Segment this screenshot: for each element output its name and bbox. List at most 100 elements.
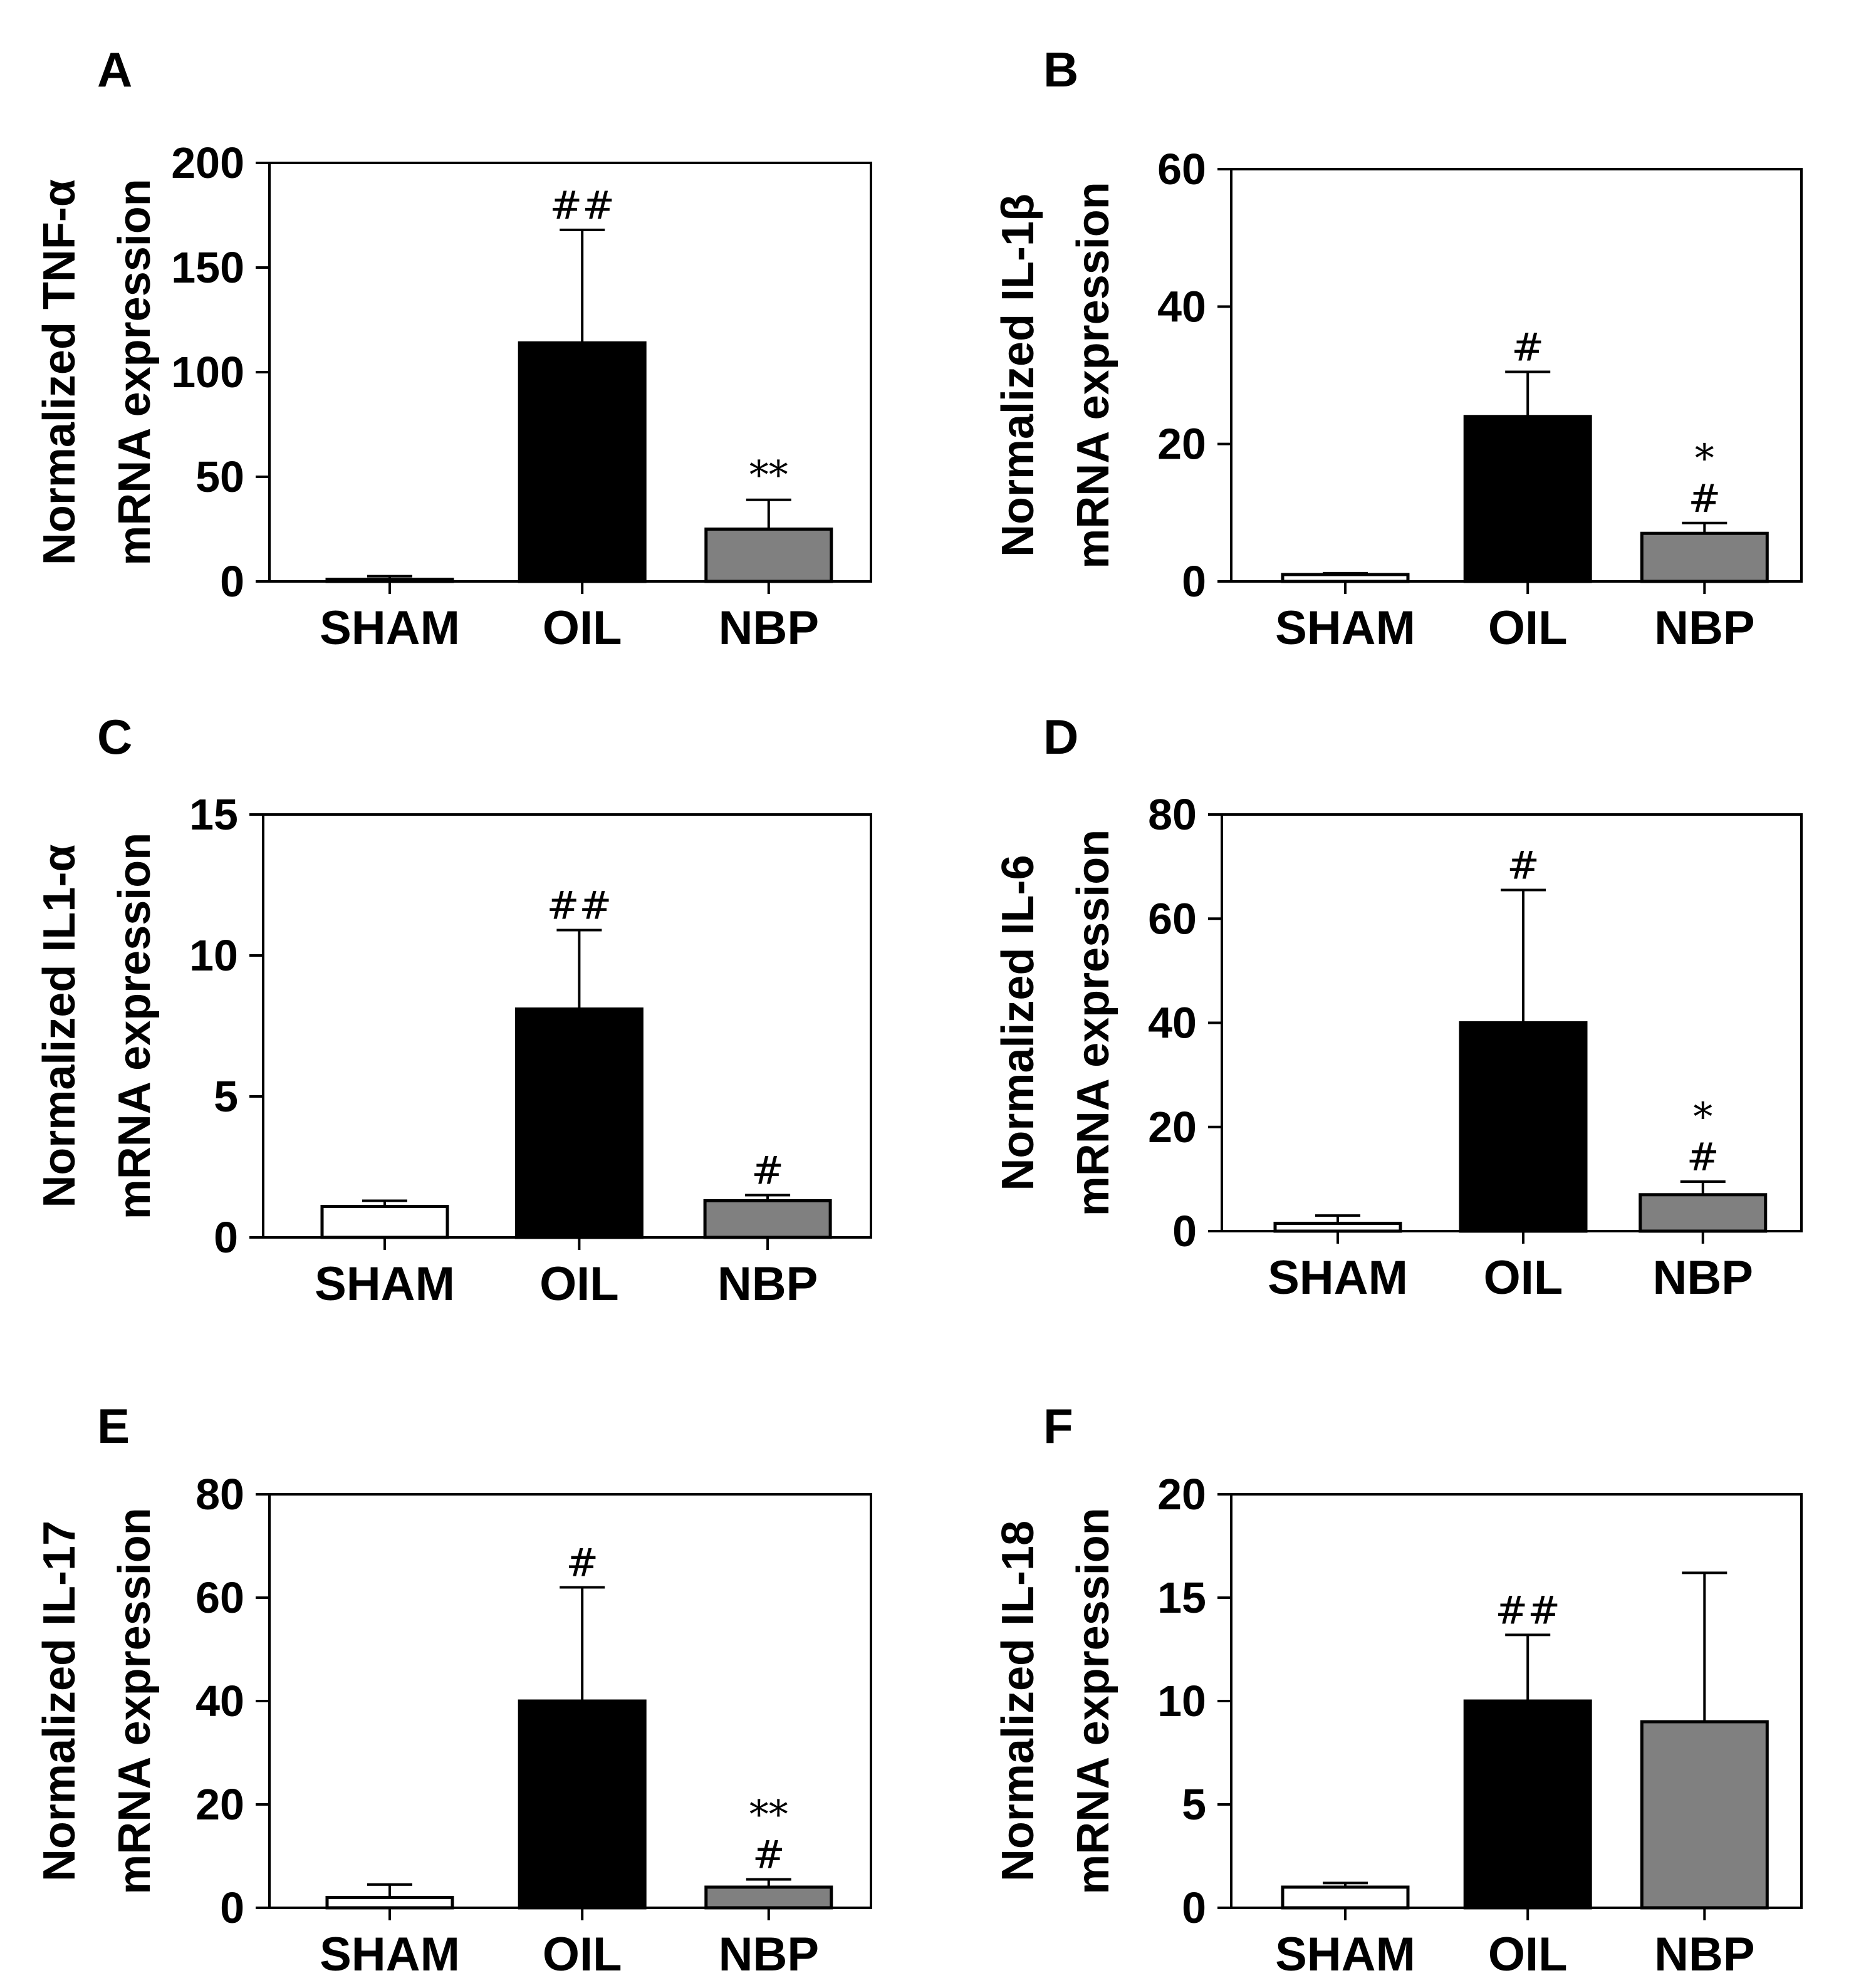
significance-marker: * <box>1695 435 1714 481</box>
y-tick-label: 40 <box>1157 282 1206 331</box>
significance-marker: # <box>566 1540 598 1586</box>
bar-nbp <box>1639 1193 1768 1233</box>
panel-letter: E <box>97 1398 130 1454</box>
y-tick-label: 20 <box>1157 1470 1206 1519</box>
y-tick-label: 10 <box>189 931 238 980</box>
y-axis-title-line: mRNA expression <box>110 833 160 1220</box>
panel-f: F Normalized IL-18 mRNA expression 0 5 10 15 20… <box>993 1398 1803 1981</box>
panel-e: E Normalized IL-17 mRNA expression 0 20 40 60 8… <box>34 1398 872 1981</box>
y-tick-label: 15 <box>1157 1573 1206 1622</box>
bar-oil <box>514 1007 644 1239</box>
x-category-label: NBP <box>1653 1251 1753 1304</box>
significance-marker: ## <box>550 182 615 228</box>
panel-letter: C <box>97 709 132 764</box>
significance-marker: # <box>1511 325 1544 370</box>
x-category-label: NBP <box>1654 601 1754 655</box>
bar-sham <box>1281 573 1410 583</box>
y-tick-label: 60 <box>1148 894 1197 943</box>
bar-oil <box>518 341 647 583</box>
panel-letter: B <box>1043 42 1078 97</box>
significance-marker: # <box>1507 843 1540 888</box>
y-tick-label: 5 <box>214 1072 238 1121</box>
x-category-label: NBP <box>719 601 819 655</box>
significance-marker: # <box>751 1148 784 1194</box>
x-category-label: OIL <box>543 1928 622 1981</box>
x-category-label: SHAM <box>1268 1251 1408 1304</box>
y-axis-title-line: Normalized IL-17 <box>34 1521 85 1881</box>
panel-a: A Normalized TNF-α mRNA expression 0 50 100 15… <box>34 42 872 655</box>
x-category-label: SHAM <box>1275 601 1415 655</box>
bar-sham <box>1281 1885 1410 1910</box>
y-tick-label: 200 <box>171 138 244 187</box>
y-axis-title-line: mRNA expression <box>1068 1507 1118 1895</box>
x-category-label: NBP <box>717 1257 818 1311</box>
y-axis-title-line: Normalized IL1-α <box>34 844 85 1207</box>
bar-nbp <box>1640 1720 1769 1910</box>
y-tick-label: 0 <box>1182 557 1206 606</box>
y-axis-title-line: Normalized IL-6 <box>993 855 1043 1190</box>
y-axis-title-line: mRNA expression <box>110 179 160 566</box>
panel-b: B Normalized IL-1β mRNA expression 0 20 40 60 S… <box>993 42 1803 655</box>
y-tick-label: 15 <box>189 790 238 839</box>
bar-nbp <box>704 1885 833 1910</box>
significance-marker: ** <box>749 452 788 498</box>
y-axis-title-line: mRNA expression <box>1068 182 1118 569</box>
bar-oil <box>1463 415 1592 583</box>
panel-d: D Normalized IL-6 mRNA expression 0 20 40 60 80… <box>993 709 1803 1304</box>
significance-marker: # <box>753 1832 785 1878</box>
x-category-label: SHAM <box>1275 1928 1415 1981</box>
y-axis-title-line: Normalized IL-1β <box>993 194 1043 557</box>
y-tick-label: 60 <box>195 1573 244 1622</box>
bar-sham <box>1273 1222 1402 1233</box>
bar-sham <box>325 578 454 583</box>
x-category-label: OIL <box>1488 1928 1568 1981</box>
bar-sham <box>325 1896 454 1910</box>
significance-marker: # <box>1687 1134 1719 1180</box>
y-tick-label: 20 <box>1148 1103 1197 1152</box>
y-tick-label: 0 <box>214 1213 238 1262</box>
significance-marker: ** <box>749 1792 788 1838</box>
y-tick-label: 80 <box>195 1470 244 1519</box>
significance-marker: ## <box>1495 1587 1560 1633</box>
x-category-label: SHAM <box>320 601 460 655</box>
y-axis-title-line: mRNA expression <box>110 1507 160 1895</box>
bar-sham <box>320 1205 449 1239</box>
y-tick-label: 60 <box>1157 145 1206 194</box>
y-tick-label: 40 <box>195 1677 244 1725</box>
significance-marker: # <box>1688 476 1721 521</box>
panel-letter: A <box>97 42 132 97</box>
panel-letter: D <box>1043 709 1078 764</box>
panel-c: C Normalized IL1-α mRNA expression 0 5 10 15 SH… <box>34 709 872 1311</box>
x-category-label: OIL <box>1488 601 1568 655</box>
y-tick-label: 20 <box>1157 420 1206 469</box>
bar-nbp <box>704 528 833 583</box>
y-tick-label: 50 <box>195 452 244 501</box>
x-category-label: OIL <box>539 1257 619 1311</box>
y-tick-label: 20 <box>195 1780 244 1829</box>
y-tick-label: 150 <box>171 243 244 292</box>
y-tick-label: 0 <box>220 1883 244 1932</box>
x-category-label: SHAM <box>315 1257 455 1311</box>
bar-oil <box>1463 1699 1592 1910</box>
y-tick-label: 100 <box>171 348 244 397</box>
x-category-label: OIL <box>543 601 622 655</box>
significance-marker: * <box>1693 1094 1712 1140</box>
y-tick-label: 0 <box>1172 1207 1197 1256</box>
y-tick-label: 0 <box>220 557 244 606</box>
bar-nbp <box>1640 531 1769 583</box>
y-tick-label: 10 <box>1157 1677 1206 1725</box>
y-axis-title-line: Normalized IL-18 <box>993 1521 1043 1881</box>
significance-marker: ## <box>546 883 612 929</box>
y-tick-label: 5 <box>1182 1780 1206 1829</box>
bar-nbp <box>703 1199 832 1239</box>
y-tick-label: 80 <box>1148 790 1197 839</box>
x-category-label: OIL <box>1484 1251 1563 1304</box>
x-category-label: NBP <box>719 1928 819 1981</box>
y-axis-title-line: Normalized TNF-α <box>34 179 85 565</box>
bar-oil <box>1459 1021 1588 1233</box>
y-tick-label: 40 <box>1148 999 1197 1048</box>
x-category-label: NBP <box>1654 1928 1754 1981</box>
panel-letter: F <box>1043 1398 1073 1454</box>
bar-oil <box>518 1699 647 1910</box>
